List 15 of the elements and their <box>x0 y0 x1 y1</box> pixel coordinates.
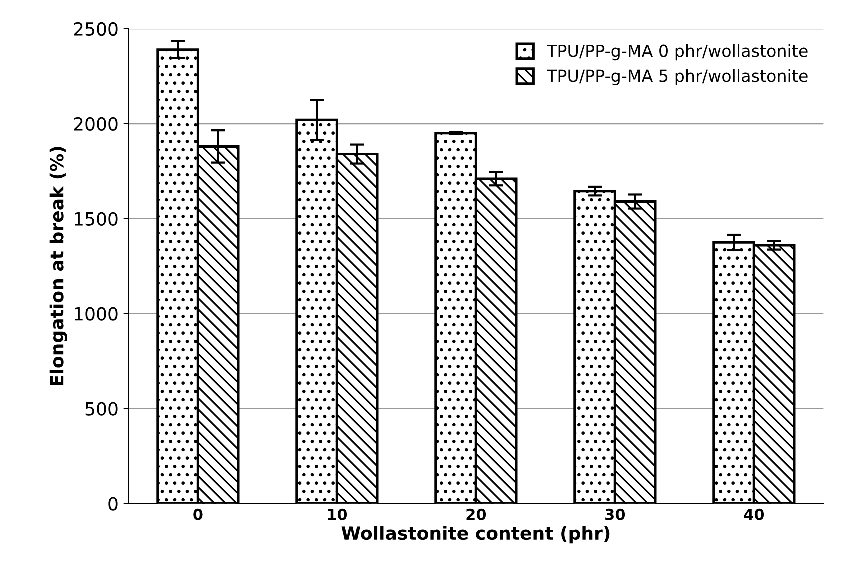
x-tick-label: 30 <box>606 508 626 520</box>
x-tick-label: 0 <box>194 508 203 520</box>
y-tick-label: 1500 <box>75 212 118 226</box>
legend-label: TPU/PP-g-MA 0 phr/wollastonite <box>546 44 808 61</box>
y-tick-label: 2000 <box>74 117 118 132</box>
y-tick-label: 2500 <box>74 22 118 36</box>
y-tick-label: 1000 <box>75 307 118 321</box>
y-tick-label: 500 <box>86 402 118 416</box>
legend-label: TPU/PP-g-MA 5 phr/wollastonite <box>546 69 808 86</box>
y-tick-label: 0 <box>108 497 118 511</box>
x-tick-label: 20 <box>466 508 486 520</box>
x-axis-title: Wollastonite content (phr) <box>342 526 610 544</box>
y-axis-title: Elongation at break (%) <box>50 147 68 386</box>
x-tick-label: 40 <box>744 508 764 520</box>
x-tick-label: 10 <box>328 508 348 520</box>
